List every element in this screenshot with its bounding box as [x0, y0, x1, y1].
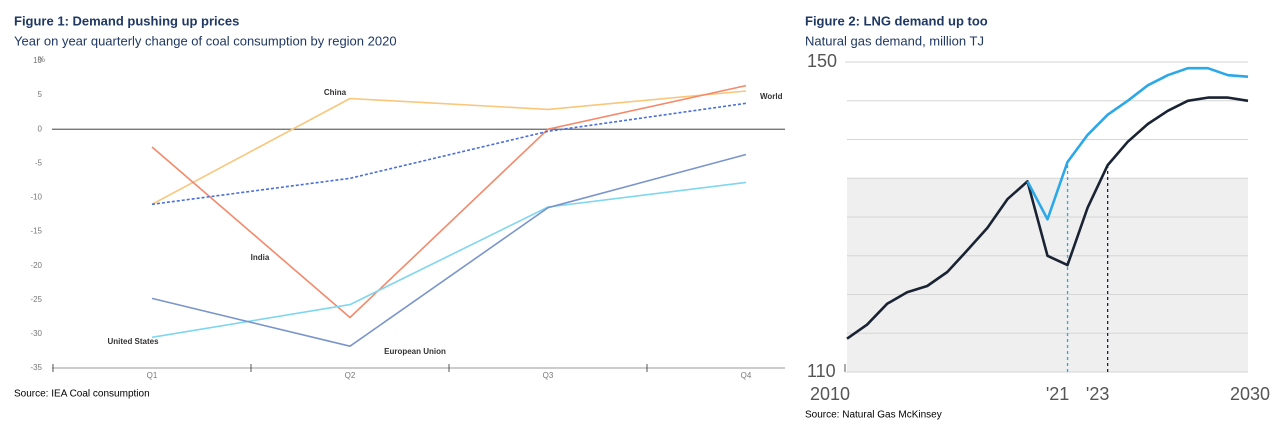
y-tick-label: 0	[38, 124, 43, 133]
chart-title: Figure 1: Demand pushing up prices	[14, 13, 239, 28]
series-label: World	[760, 92, 783, 101]
series-line	[151, 84, 747, 319]
series-label: China	[324, 88, 347, 97]
x-tick-label: '21	[1046, 384, 1069, 404]
series-line	[151, 90, 747, 206]
y-tick-label: -10	[30, 193, 42, 202]
y-tick-label: -25	[30, 295, 42, 304]
y-tick-label: 5	[38, 90, 43, 99]
series-label: United States	[107, 337, 159, 346]
y-tick-label: 110	[807, 361, 836, 381]
source: Source: IEA Coal consumption	[14, 389, 150, 400]
y-axis-label: %	[38, 55, 45, 64]
x-tick-label: '23	[1086, 384, 1109, 404]
shaded-region	[847, 178, 1248, 372]
y-tick-label: -35	[30, 363, 42, 372]
series-line	[151, 153, 747, 347]
x-tick-label: Q2	[345, 371, 356, 380]
y-tick-label: -15	[30, 227, 42, 236]
series-line	[1026, 66, 1249, 221]
chart-subtitle: Natural gas demand, million TJ	[805, 33, 984, 48]
x-tick-label: Q4	[741, 371, 752, 380]
series-line	[151, 181, 747, 339]
y-tick-label: -20	[30, 261, 42, 270]
series-line	[151, 102, 747, 206]
y-tick-label: -5	[35, 158, 43, 167]
x-tick-label: Q1	[147, 371, 158, 380]
y-tick-label: 150	[807, 51, 837, 71]
y-tick-label: -30	[30, 329, 42, 338]
series-label: European Union	[384, 347, 446, 356]
x-tick-label: 2030	[1230, 384, 1270, 404]
series-line	[846, 96, 1249, 340]
y-tick-label: 10	[33, 56, 42, 65]
chart-subtitle: Year on year quarterly change of coal co…	[14, 33, 397, 48]
chart-title: Figure 2: LNG demand up too	[805, 13, 988, 28]
x-tick-label: 2010	[810, 384, 850, 404]
x-tick-label: Q3	[543, 371, 554, 380]
series-label: India	[251, 253, 270, 262]
source: Source: Natural Gas McKinsey	[805, 410, 942, 421]
